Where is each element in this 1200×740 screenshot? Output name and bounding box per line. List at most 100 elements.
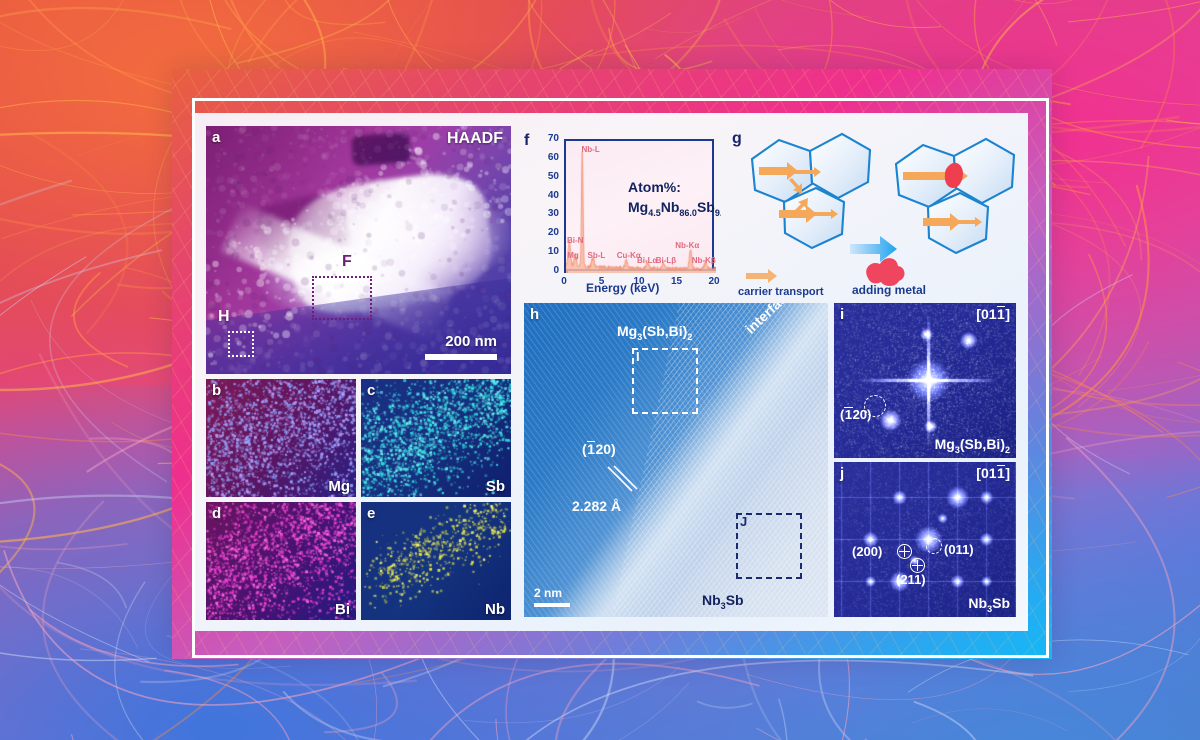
peak-label-CuK: Cu-Kα (616, 250, 641, 260)
haadf-texture (206, 126, 511, 374)
eds-element-label-bi: Bi (335, 601, 350, 618)
formula-text: Nb (702, 592, 721, 609)
formula-text: Mg (617, 323, 638, 339)
index-prefix: ( (840, 407, 845, 422)
panel-c-eds-sb: c Sb (361, 379, 511, 497)
index-suffix: ] (1005, 465, 1010, 481)
spectrum-trace (566, 141, 716, 273)
phase-label-nb3sb: Nb3Sb (702, 592, 744, 611)
composition-element: Sb (696, 199, 715, 216)
formula-subscript: 3 (637, 331, 643, 342)
panel-d-label: d (212, 505, 222, 522)
x-axis-label: Energy (keV) (586, 281, 660, 295)
y-tick-40: 40 (547, 189, 559, 201)
fft-spot-marker-200 (897, 544, 912, 559)
x-tick-5: 5 (598, 276, 605, 287)
region-j-box (736, 513, 802, 579)
panel-b-eds-mg: b Mg (206, 379, 356, 497)
y-tick-0: 0 (553, 265, 559, 276)
formula-subscript: 3 (954, 445, 960, 455)
panel-h-hrtem: h Mg3(Sb,Bi)2 I J interface (120) 2.282 … (524, 303, 828, 617)
metal-blob (866, 258, 905, 286)
region-h-box (228, 331, 254, 357)
panel-f-eds-spectrum: f Intensity (counts) Energy (keV) 010203… (524, 126, 721, 299)
fft-spot-index-211: (211) (896, 572, 926, 587)
panel-a-haadf: a HAADF F H 200 nm (206, 126, 511, 374)
peak-label-BiL: Bi-Lβ (655, 256, 677, 266)
x-tick-0: 0 (561, 276, 567, 287)
fft-phase-label-j: Nb3Sb (968, 595, 1010, 614)
phase-label-mg3sbbi2: Mg3(Sb,Bi)2 (617, 323, 692, 342)
index-overline: 1 (996, 306, 1006, 322)
formula-text: Mg (934, 436, 955, 453)
fft-pattern-j (834, 462, 1016, 617)
fft-pattern-i (834, 303, 1016, 458)
region-i-label: I (636, 349, 640, 364)
y-tick-70: 70 (547, 133, 559, 144)
x-tick-10: 10 (633, 276, 645, 287)
index-overline: 1 (586, 441, 596, 457)
y-tick-60: 60 (547, 151, 559, 163)
metal-at-boundary (944, 162, 963, 188)
fft-spot-index-i: (120) (840, 407, 871, 422)
atom-percent-annotation: Atom%: Mg4.5Nb86.0Sb9.5 (628, 177, 721, 220)
panel-a-label: a (212, 129, 221, 146)
formula-text: (Sb,Bi) (959, 436, 1005, 453)
grain-cluster-left (750, 132, 872, 250)
eds-map-sb (361, 379, 511, 497)
haadf-mode-label: HAADF (447, 130, 503, 147)
eds-map-mg (206, 379, 356, 497)
formula-text: (Sb,Bi) (642, 323, 688, 339)
legend-arrow (746, 269, 777, 283)
d-spacing-label: 2.282 Å (572, 498, 622, 514)
zone-axis-label-j: [011] (976, 465, 1010, 481)
panel-g-label: g (732, 130, 742, 147)
eds-map-bi (206, 502, 356, 620)
index-prefix: ( (582, 441, 587, 457)
region-f-box (312, 276, 372, 320)
composition-subscript: 9.5 (714, 208, 721, 219)
panel-f-label: f (524, 132, 530, 149)
eds-element-label-nb: Nb (485, 601, 505, 618)
eds-element-label-mg: Mg (328, 478, 350, 495)
formula-subscript: 2 (687, 331, 693, 342)
spectrum-plot-area: Mg Bi-N Nb-L Sb-L Cu-Kα Bi-Lα Bi-Lβ Nb-Kα Nb-Kβ … (564, 139, 721, 273)
index-prefix: [01 (976, 306, 997, 322)
fft-spot-index-200: (200) (852, 544, 883, 559)
zone-axis-label-i: [011] (976, 306, 1010, 322)
y-tick-50: 50 (547, 170, 559, 182)
index-overline: 1 (844, 407, 853, 422)
y-tick-20: 20 (547, 227, 559, 239)
formula-text: Nb (968, 595, 988, 612)
index-suffix: ] (1005, 306, 1010, 322)
eds-element-label-sb: Sb (485, 478, 505, 495)
panel-j-label: j (840, 465, 845, 482)
peak-label-BiL: Bi-Lα (637, 256, 658, 266)
formula-subscript: 2 (1004, 445, 1010, 455)
region-h-label: H (218, 308, 230, 325)
composition-subscript: 4.5 (648, 208, 661, 219)
panel-b-label: b (212, 382, 222, 399)
region-f-label: F (342, 253, 352, 270)
scalebar-label-a: 200 nm (445, 333, 497, 350)
figure-card: a HAADF F H 200 nm b Mg c Sb d Bi e Nb f… (192, 113, 1028, 631)
formula-subscript: 3 (720, 601, 726, 611)
y-tick-30: 30 (547, 208, 559, 220)
fft-spot-marker-211 (910, 558, 925, 573)
index-suffix: 20) (852, 407, 872, 422)
fft-spot-index-011: (011) (944, 542, 974, 557)
fft-spot-marker-i (864, 395, 886, 417)
formula-text: Sb (725, 592, 744, 609)
peak-label-BiN: Bi-N (567, 235, 584, 245)
peak-label-Mg: Mg (567, 250, 579, 260)
index-suffix: 20) (595, 441, 616, 457)
process-arrow (850, 236, 897, 262)
composition-formula: Mg4.5Nb86.0Sb9.5 (628, 197, 721, 220)
panel-d-eds-bi: d Bi (206, 502, 356, 620)
x-tick-20: 20 (708, 276, 720, 287)
formula-subscript: 3 (987, 604, 993, 614)
atom-percent-header: Atom%: (628, 179, 681, 195)
composition-element: Nb (660, 199, 680, 216)
panel-e-label: e (367, 505, 376, 522)
formula-text: Sb (992, 595, 1010, 612)
